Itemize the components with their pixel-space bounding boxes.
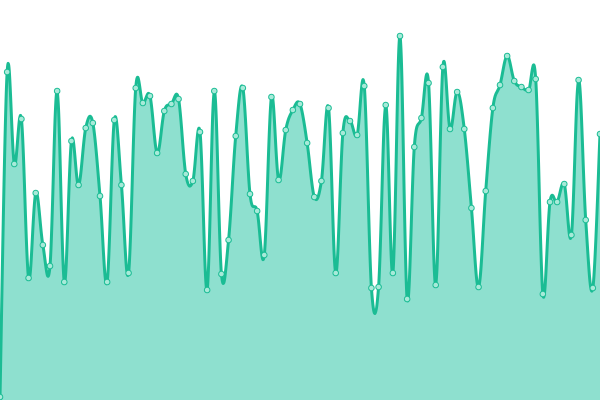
- data-point: [239, 84, 247, 92]
- data-point: [518, 83, 525, 91]
- data-point: [582, 216, 590, 224]
- data-point: [489, 104, 497, 112]
- data-point: [596, 130, 600, 138]
- data-point: [3, 68, 11, 76]
- data-point: [132, 84, 140, 92]
- data-point: [196, 128, 204, 136]
- data-point: [60, 278, 68, 286]
- data-point: [575, 76, 582, 84]
- data-point: [103, 278, 111, 286]
- data-point: [260, 251, 268, 259]
- data-point: [139, 99, 147, 107]
- data-point: [446, 125, 454, 133]
- data-point: [268, 93, 275, 101]
- data-point: [325, 104, 332, 112]
- data-point: [496, 81, 504, 89]
- data-point: [53, 87, 61, 95]
- data-point: [360, 82, 368, 90]
- data-point: [560, 180, 568, 188]
- data-point: [118, 181, 125, 189]
- data-point: [468, 204, 475, 212]
- data-point: [182, 170, 190, 178]
- data-point: [418, 114, 425, 122]
- data-point: [10, 160, 18, 168]
- data-point: [110, 116, 118, 124]
- data-point: [296, 100, 304, 108]
- data-point: [289, 106, 297, 114]
- data-point: [353, 131, 361, 139]
- data-point: [96, 192, 104, 200]
- data-point: [153, 149, 161, 157]
- data-points: [0, 32, 600, 400]
- area-fill: [0, 35, 600, 400]
- data-point: [189, 177, 197, 185]
- data-point: [210, 87, 218, 95]
- data-point: [25, 274, 32, 282]
- data-point: [160, 107, 168, 115]
- data-point: [246, 190, 254, 198]
- data-point: [225, 236, 232, 244]
- data-point: [460, 125, 468, 133]
- data-point: [146, 92, 154, 100]
- data-point: [403, 295, 411, 303]
- data-point: [253, 207, 261, 215]
- data-point: [18, 115, 25, 123]
- data-point: [203, 286, 211, 294]
- data-point: [39, 241, 47, 249]
- data-point: [546, 198, 554, 206]
- data-point: [303, 139, 311, 147]
- data-point: [482, 187, 490, 195]
- data-point: [410, 143, 418, 151]
- data-point: [175, 95, 182, 103]
- data-point: [589, 284, 597, 292]
- data-point: [539, 290, 547, 298]
- data-point: [432, 281, 440, 289]
- data-point: [0, 393, 4, 400]
- data-point: [282, 126, 290, 134]
- data-point: [396, 32, 404, 40]
- data-point: [439, 63, 447, 71]
- data-point: [525, 86, 532, 94]
- data-point: [382, 101, 390, 109]
- data-point: [553, 198, 561, 206]
- data-point: [218, 270, 225, 278]
- data-point: [339, 129, 347, 137]
- data-point: [310, 193, 318, 201]
- data-point: [275, 176, 282, 184]
- data-point: [389, 269, 397, 277]
- data-point: [425, 79, 432, 87]
- data-point: [32, 189, 40, 197]
- data-point: [232, 132, 240, 140]
- data-point: [68, 137, 75, 145]
- data-point: [332, 269, 340, 277]
- data-point: [346, 117, 354, 125]
- data-point: [375, 283, 382, 291]
- data-point: [568, 231, 575, 239]
- data-point: [453, 88, 461, 96]
- data-point: [168, 100, 175, 108]
- data-point: [475, 283, 482, 291]
- data-point: [125, 269, 132, 277]
- data-point: [82, 124, 90, 132]
- data-point: [75, 181, 82, 189]
- data-point: [46, 262, 54, 270]
- data-point: [368, 284, 375, 292]
- data-point: [532, 75, 540, 83]
- data-point: [510, 77, 518, 85]
- data-point: [318, 177, 325, 185]
- data-point: [89, 119, 97, 127]
- data-point: [503, 52, 511, 60]
